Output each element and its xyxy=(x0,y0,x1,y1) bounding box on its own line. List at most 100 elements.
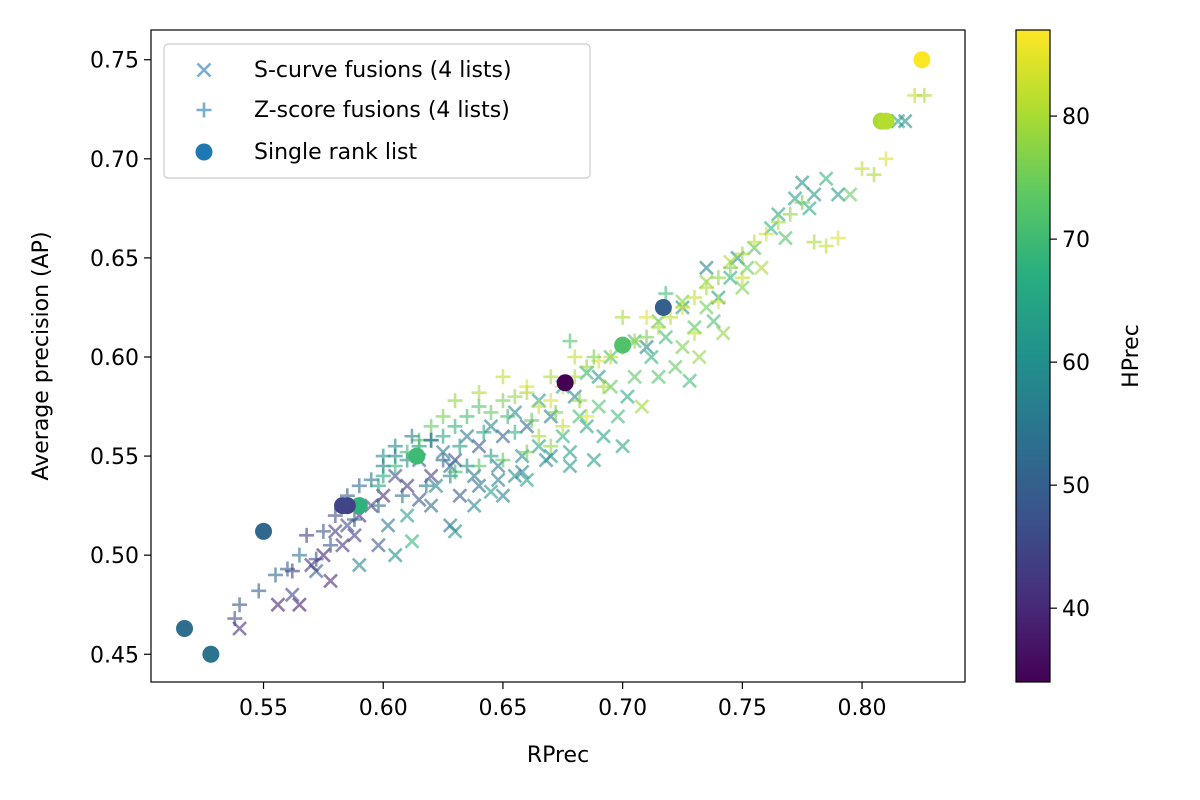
data-point xyxy=(586,349,602,365)
data-point xyxy=(699,300,714,315)
data-point xyxy=(507,468,523,484)
data-point xyxy=(555,428,571,444)
y-tick-label: 0.55 xyxy=(90,445,139,470)
data-point xyxy=(674,299,690,315)
data-point xyxy=(675,339,690,355)
data-point xyxy=(255,522,273,540)
data-point xyxy=(658,286,674,302)
data-point xyxy=(794,175,810,191)
data-point xyxy=(572,393,588,409)
data-point xyxy=(579,408,595,424)
data-point xyxy=(710,294,726,310)
data-point xyxy=(447,523,463,539)
data-point xyxy=(202,645,220,663)
data-point xyxy=(627,369,643,385)
data-point xyxy=(562,444,578,460)
colorbar-tick-label: 60 xyxy=(1062,351,1090,376)
y-tick-label: 0.70 xyxy=(90,148,139,173)
data-point xyxy=(794,194,810,210)
data-point xyxy=(371,537,386,553)
data-point xyxy=(691,349,707,365)
legend-box xyxy=(163,43,591,179)
data-point xyxy=(351,557,367,573)
data-point xyxy=(686,325,702,341)
data-point xyxy=(447,418,463,434)
data-point xyxy=(698,280,714,296)
data-point xyxy=(483,448,499,464)
data-point xyxy=(507,424,523,440)
data-point xyxy=(435,408,451,424)
data-point xyxy=(734,246,750,262)
data-point xyxy=(323,573,338,589)
data-point xyxy=(176,619,194,637)
data-point xyxy=(579,418,595,434)
data-point xyxy=(514,464,530,480)
y-axis: 0.45 0.50 0.55 0.60 0.65 0.70 0.75 xyxy=(90,49,151,668)
data-point xyxy=(548,404,564,420)
data-point xyxy=(562,458,578,474)
data-point xyxy=(543,393,559,409)
data-point xyxy=(495,369,511,385)
data-point xyxy=(435,452,451,468)
data-point xyxy=(615,309,631,325)
data-point xyxy=(543,438,559,454)
data-point xyxy=(334,497,352,515)
data-point xyxy=(284,563,300,579)
legend-marker-glyph xyxy=(196,102,212,118)
data-point xyxy=(471,478,487,494)
data-point xyxy=(308,551,324,567)
data-point xyxy=(634,399,650,414)
data-point xyxy=(299,527,315,543)
data-point xyxy=(562,333,578,349)
data-point xyxy=(500,408,516,424)
y-tick-label: 0.75 xyxy=(90,49,139,74)
legend-marker-single xyxy=(195,143,213,161)
legend-label-z-score: Z-score fusions (4 lists) xyxy=(254,98,510,123)
colorbar-tick-label: 50 xyxy=(1062,474,1090,499)
data-point xyxy=(483,484,499,500)
data-point xyxy=(538,452,554,468)
data-point xyxy=(567,349,583,365)
data-point xyxy=(722,270,738,286)
data-point xyxy=(423,418,439,434)
data-point xyxy=(758,226,774,242)
data-point xyxy=(830,230,846,246)
data-point xyxy=(579,359,595,375)
data-point xyxy=(292,597,307,613)
data-point xyxy=(686,290,702,306)
data-point xyxy=(531,399,547,415)
data-point xyxy=(227,611,243,627)
data-point xyxy=(335,537,350,553)
data-point xyxy=(507,389,523,405)
data-point xyxy=(519,379,535,395)
data-point xyxy=(699,260,714,276)
data-point xyxy=(471,399,487,415)
colorbar-tick-label: 80 xyxy=(1062,105,1090,130)
data-point xyxy=(651,369,666,385)
data-point xyxy=(524,412,540,428)
data-point xyxy=(387,438,403,454)
data-point xyxy=(471,438,487,454)
data-point xyxy=(667,359,683,375)
data-point xyxy=(284,587,300,603)
y-tick-label: 0.60 xyxy=(90,346,139,371)
x-axis-label: RPrec xyxy=(527,743,589,768)
data-point xyxy=(519,472,535,488)
data-point xyxy=(350,497,368,515)
data-point xyxy=(591,399,607,414)
data-point xyxy=(267,567,283,583)
data-point xyxy=(782,206,798,222)
data-point xyxy=(654,298,672,316)
legend-marker-glyph xyxy=(195,143,213,161)
x-tick-label: 0.60 xyxy=(359,696,408,721)
data-point xyxy=(639,329,655,345)
data-point xyxy=(495,452,511,468)
series-2 xyxy=(176,51,931,663)
data-point xyxy=(543,369,559,385)
data-point xyxy=(452,438,468,454)
data-point xyxy=(387,458,403,474)
data-point xyxy=(663,309,679,325)
legend-marker-z-score xyxy=(196,102,212,118)
data-point xyxy=(351,478,367,494)
